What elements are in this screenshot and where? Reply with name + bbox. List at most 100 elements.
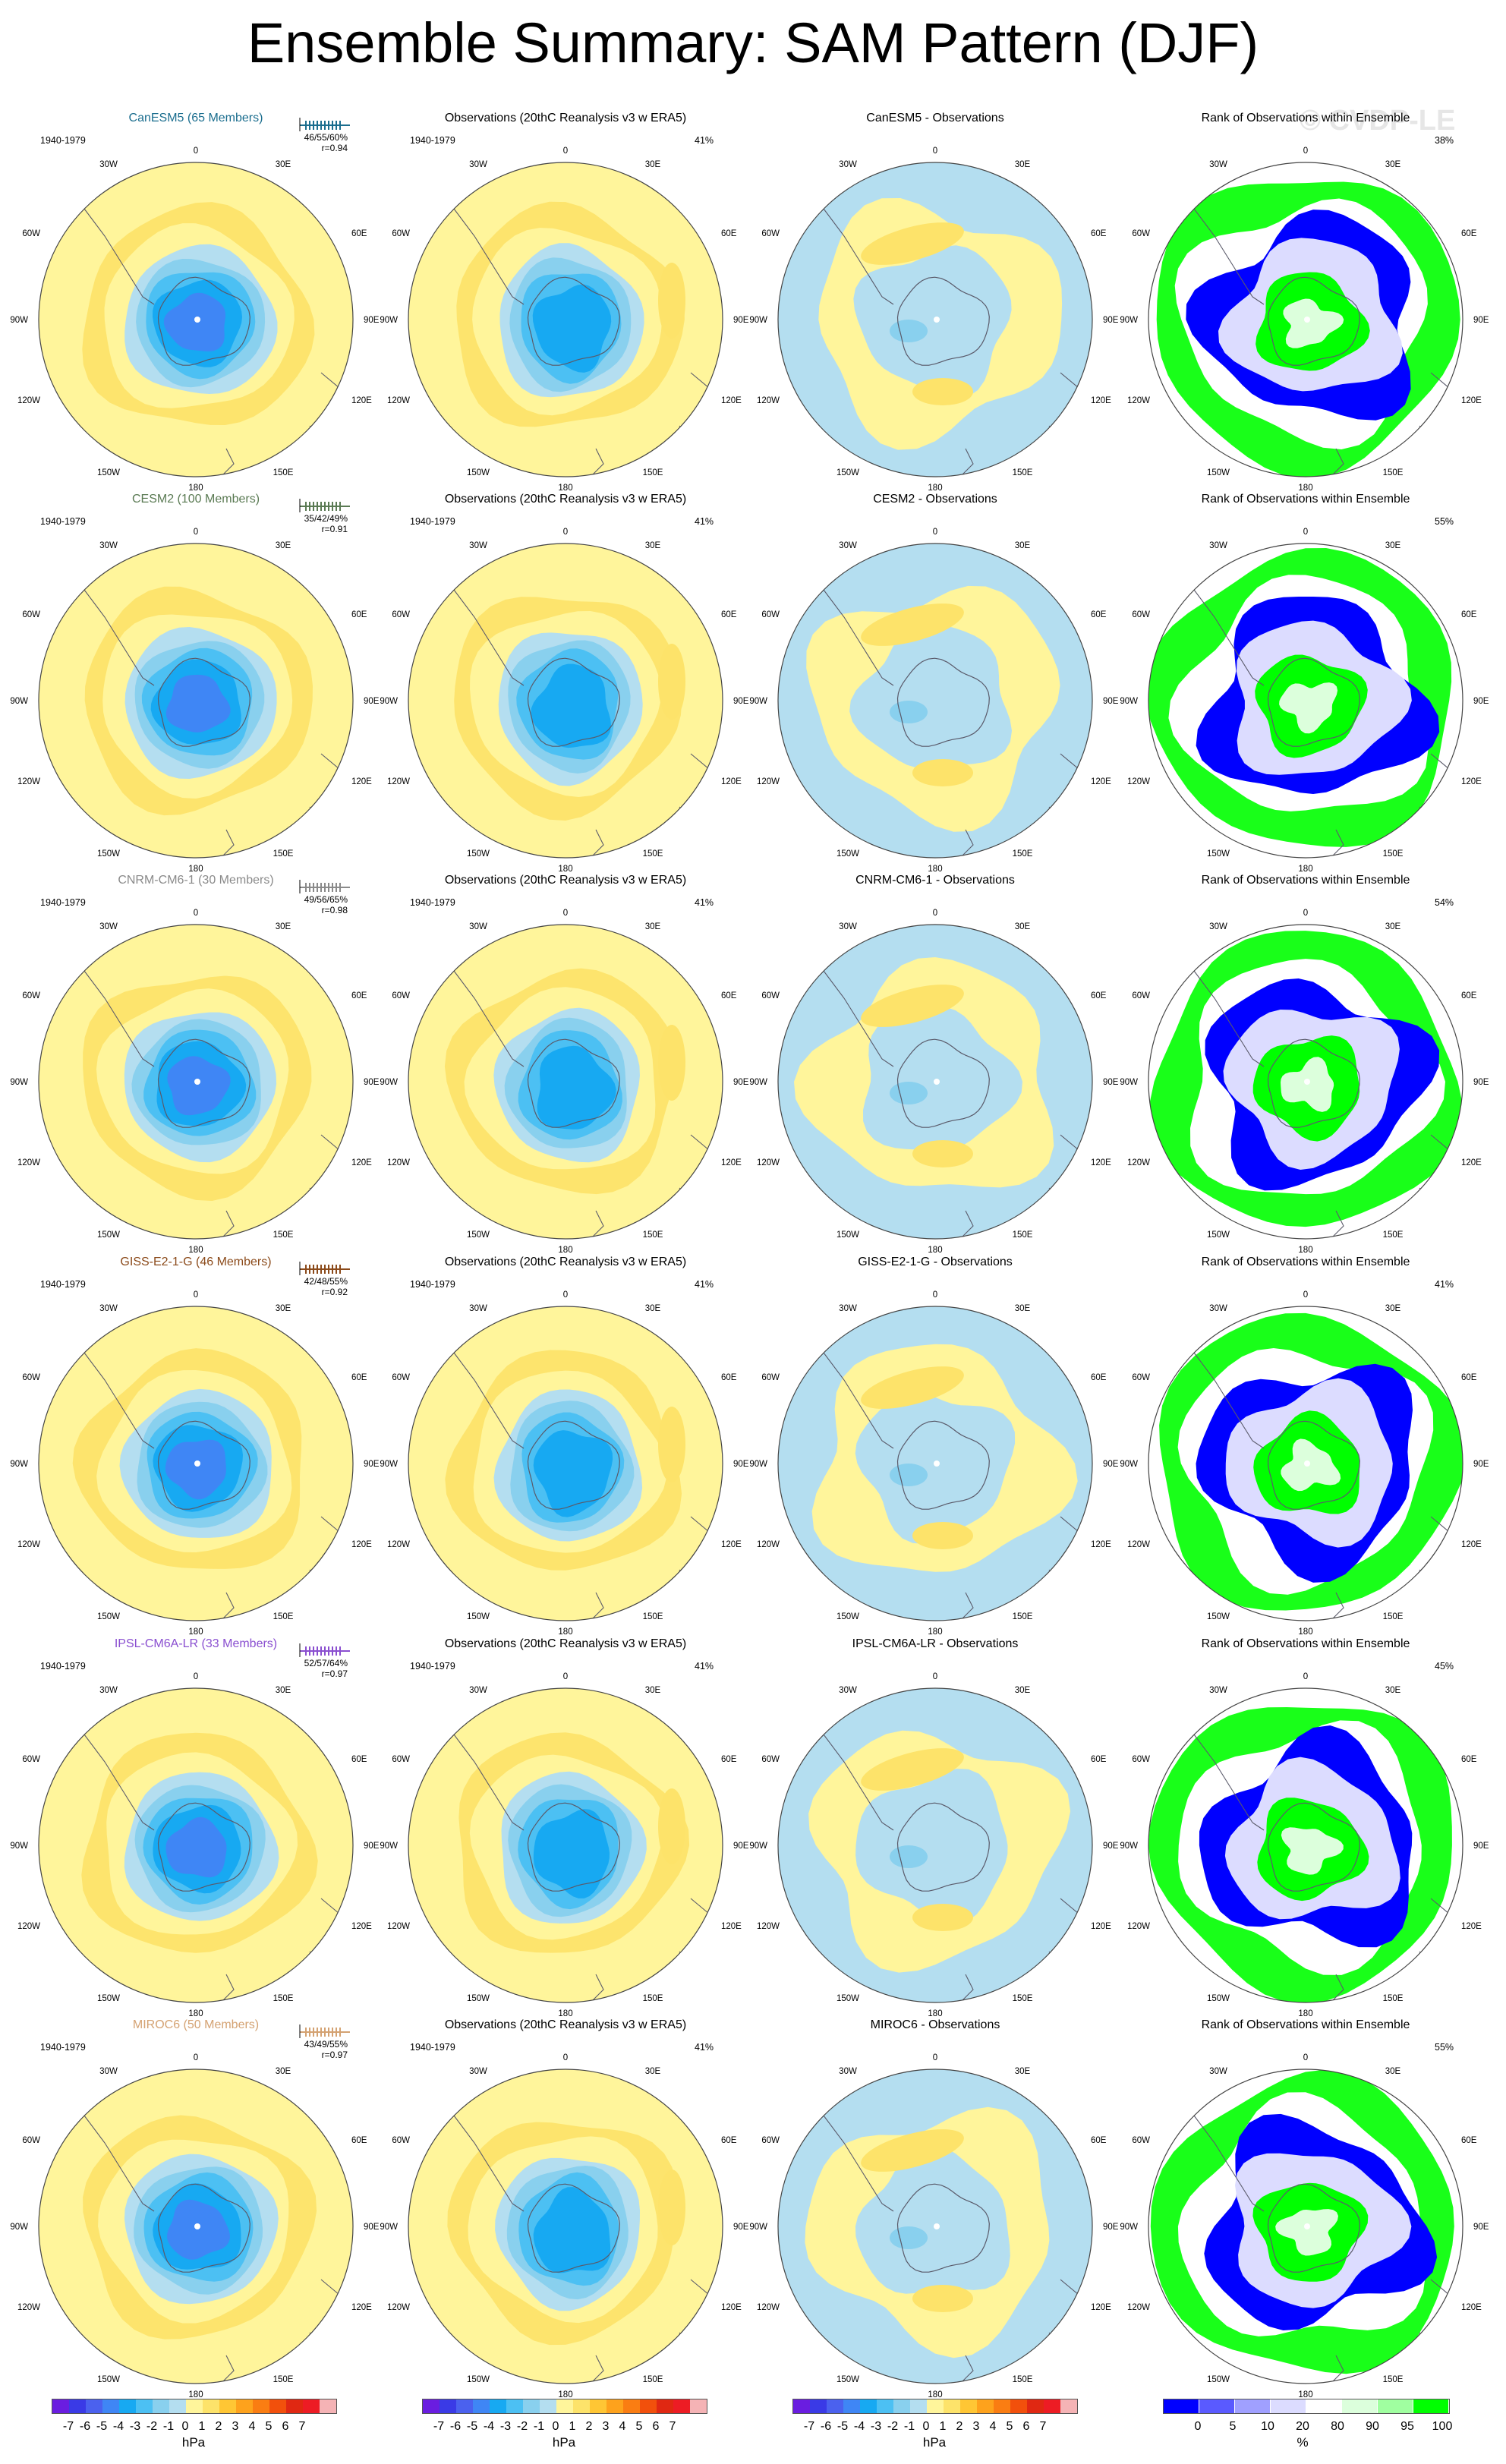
longitude-label-upper_right: 30E [645, 541, 661, 550]
period-label: 1940-1979 [410, 1661, 455, 1672]
obs-map-2: 0 180 30W 30E 60W 60E 90W 90E 120W 120E 150W 150E [380, 909, 748, 1255]
longitude-label-low_right: 120E [351, 777, 372, 786]
longitude-label-center_right: 90E [733, 2223, 749, 2232]
longitude-label-bottom_left: 150W [836, 1230, 859, 1240]
new-zealand-coastline [222, 829, 235, 857]
map-field [39, 544, 353, 858]
longitude-label-bottom_right: 150E [643, 468, 663, 477]
longitude-label-low_left: 120W [387, 777, 410, 786]
colorbar-swatch [1378, 2399, 1413, 2413]
map-border [38, 543, 354, 859]
colorbar-obs: -7 -6 -5 -4 -3 -2 -1 0 1 2 3 4 5 6 7 hPa [422, 2399, 707, 2452]
longitude-label-top: 0 [563, 1672, 568, 1681]
pole-marker [934, 2223, 940, 2229]
colorbar-tick: -3 [870, 2420, 882, 2433]
longitude-label-top: 0 [563, 528, 568, 537]
obs-variance: 41% [695, 1661, 714, 1672]
colorbar-tick: -6 [79, 2420, 91, 2433]
pattern-correlation: r=0.92 [321, 1287, 348, 1297]
longitude-label-mid_left: 60W [392, 1373, 410, 1382]
colorbar-swatch [910, 2399, 927, 2413]
longitude-label-center_right: 90E [733, 1842, 749, 1851]
mean-map-1: 0 180 30W 30E 60W 60E 90W 90E 120W 120E 150W 150E [10, 528, 380, 874]
longitude-label-mid_left: 60W [1132, 610, 1150, 619]
longitude-label-low_right: 120E [1461, 1922, 1482, 1931]
longitude-label-upper_right: 30E [1015, 922, 1031, 931]
variance-stats: 49/56/65% r=0.98 [287, 894, 348, 915]
longitude-label-center_right: 90E [364, 697, 380, 706]
longitude-label-top: 0 [1303, 147, 1308, 156]
variance-range: 42/48/55% [304, 1276, 348, 1287]
rank-map-4: 0 180 30W 30E 60W 60E 90W 90E 120W 120E 150W 150E [1120, 1672, 1489, 2018]
antarctica-coastline [157, 1802, 250, 1892]
longitude-label-center_right: 90E [733, 316, 749, 325]
pole-marker [194, 1079, 200, 1085]
colorbar-swatches [52, 2399, 337, 2414]
longitude-label-center_right: 90E [1473, 697, 1489, 706]
longitude-label-bottom: 180 [558, 1627, 572, 1637]
longitude-label-low_right: 120E [1461, 2303, 1482, 2312]
longitude-label-upper_left: 30W [99, 160, 118, 169]
period-label: 1940-1979 [410, 516, 455, 527]
mean-map-5: 0 180 30W 30E 60W 60E 90W 90E 120W 120E 150W 150E [10, 2053, 380, 2399]
longitude-label-bottom_right: 150E [273, 1994, 294, 2003]
colorbar-tick: 7 [1039, 2420, 1047, 2433]
longitude-label-bottom: 180 [928, 1246, 942, 1255]
antarctica-coastline [1267, 2183, 1360, 2273]
map-border [777, 924, 1093, 1240]
colorbar-swatches [1163, 2399, 1450, 2414]
colorbar-swatch [810, 2399, 827, 2413]
longitude-label-center_left: 90W [1120, 1078, 1138, 1087]
longitude-label-center_right: 90E [1473, 2223, 1489, 2232]
longitude-label-top: 0 [933, 2053, 937, 2062]
longitude-label-mid_left: 60W [1132, 1373, 1150, 1382]
longitude-label-mid_left: 60W [22, 1755, 40, 1764]
longitude-label-bottom_right: 150E [1383, 1612, 1404, 1621]
longitude-label-upper_right: 30E [276, 541, 291, 550]
longitude-label-low_right: 120E [721, 2303, 742, 2312]
longitude-label-bottom: 180 [188, 2009, 203, 2018]
panel-title: IPSL-CM6A-LR - Observations [852, 1637, 1019, 1650]
colorbar-swatch [69, 2399, 86, 2413]
longitude-label-center_right: 90E [1103, 1460, 1119, 1469]
new-zealand-coastline [961, 1592, 974, 1620]
colorbar-swatch [640, 2399, 657, 2413]
new-zealand-coastline [961, 829, 974, 857]
longitude-label-upper_left: 30W [839, 922, 857, 931]
south-america-coastline [451, 205, 525, 305]
colorbar-swatch [219, 2399, 236, 2413]
longitude-label-mid_right: 60E [1091, 610, 1107, 619]
longitude-label-upper_right: 30E [1385, 1304, 1401, 1313]
longitude-label-center_left: 90W [10, 316, 28, 325]
colorbar-unit: hPa [181, 2435, 206, 2450]
new-zealand-coastline [961, 2355, 974, 2383]
variance-stats: 42/48/55% r=0.92 [287, 1276, 348, 1297]
longitude-label-mid_left: 60W [22, 1373, 40, 1382]
colorbar-swatch [523, 2399, 540, 2413]
colorbar-swatch [994, 2399, 1010, 2413]
rank-variance: 41% [1435, 1279, 1454, 1290]
antarctica-coastline [896, 1420, 990, 1510]
map-field [778, 925, 1092, 1239]
longitude-label-mid_left: 60W [22, 229, 40, 238]
period-label: 1940-1979 [410, 135, 455, 146]
south-america-coastline [81, 2112, 155, 2212]
map-field [408, 2069, 723, 2384]
longitude-label-mid_left: 60W [761, 991, 780, 1000]
longitude-label-bottom_left: 150W [836, 2375, 859, 2384]
south-america-coastline [451, 1349, 525, 1449]
longitude-label-low_left: 120W [757, 2303, 780, 2312]
longitude-label-center_left: 90W [749, 1460, 767, 1469]
longitude-label-low_left: 120W [17, 777, 40, 786]
longitude-label-center_right: 90E [364, 2223, 380, 2232]
longitude-label-bottom_right: 150E [1383, 468, 1404, 477]
longitude-label-bottom: 180 [558, 2009, 572, 2018]
colorbar-tick: 0 [922, 2420, 930, 2433]
longitude-label-top: 0 [1303, 2053, 1308, 2062]
rank-variance: 38% [1435, 135, 1454, 146]
longitude-label-mid_left: 60W [761, 610, 780, 619]
colorbar-swatch [253, 2399, 269, 2413]
map-border [777, 1306, 1093, 1621]
longitude-label-bottom: 180 [1298, 2390, 1312, 2399]
colorbar-swatch [236, 2399, 253, 2413]
